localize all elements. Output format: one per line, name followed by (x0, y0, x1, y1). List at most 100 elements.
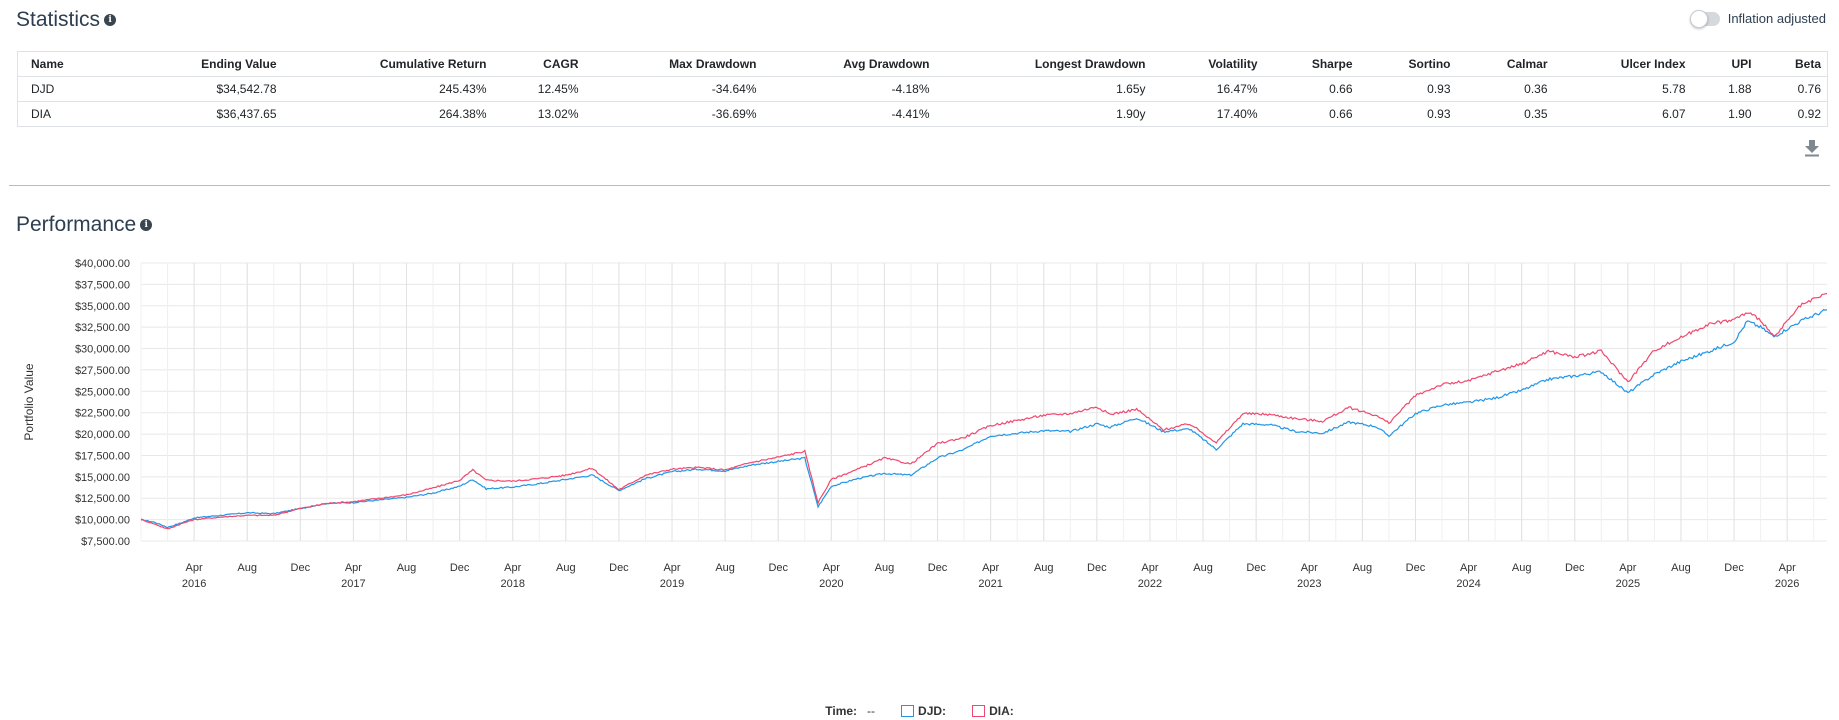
column-header[interactable]: Avg Drawdown (762, 51, 936, 77)
series-line-dia (140, 292, 1828, 530)
table-row: DJD $34,542.78 245.43% 12.45% -34.64% -4.18% 1… (17, 76, 1828, 102)
table-cell: 245.43% (282, 76, 493, 102)
table-cell: -4.41% (762, 101, 936, 127)
inflation-toggle[interactable] (1689, 9, 1720, 28)
legend-label-djd: DJD: (918, 704, 947, 718)
info-icon[interactable]: i (104, 14, 117, 26)
inflation-toggle-group: Inflation adjusted (1689, 9, 1826, 28)
statistics-title-text: Statistics (16, 8, 101, 31)
x-tick-label: Aug (1353, 562, 1373, 574)
y-tick-label: $37,500.00 (75, 279, 130, 291)
y-tick-label: $7,500.00 (81, 536, 130, 548)
x-tick-year: 2022 (1138, 578, 1162, 590)
column-header[interactable]: Ending Value (117, 51, 283, 77)
x-tick-label: Dec (1565, 562, 1585, 574)
x-tick-label: Apr (1301, 562, 1318, 574)
table-cell: DIA (17, 101, 118, 127)
column-header[interactable]: Name (17, 51, 118, 77)
performance-title-text: Performance (16, 213, 137, 236)
table-cell: 1.65y (935, 76, 1152, 102)
legend-time-label: Time: (825, 704, 858, 718)
download-icon[interactable] (1804, 139, 1820, 157)
x-tick-label: Apr (1619, 562, 1636, 574)
table-cell: $36,437.65 (117, 101, 283, 127)
x-tick-label: Dec (1406, 562, 1426, 574)
x-tick-label: Aug (1512, 562, 1532, 574)
x-tick-label: Apr (1141, 562, 1158, 574)
y-tick-label: $12,500.00 (75, 493, 130, 505)
table-cell: 17.40% (1151, 101, 1264, 127)
table-cell: 0.36 (1456, 76, 1554, 102)
column-header[interactable]: Cumulative Return (282, 51, 493, 77)
x-tick-label: Dec (291, 562, 311, 574)
x-tick-year: 2026 (1775, 578, 1799, 590)
x-tick-year: 2017 (341, 578, 365, 590)
x-tick-label: Apr (663, 562, 680, 574)
x-tick-label: Apr (186, 562, 203, 574)
series-line-djd (140, 308, 1828, 529)
x-tick-year: 2016 (182, 578, 206, 590)
y-tick-label: $35,000.00 (75, 301, 130, 313)
y-tick-label: $10,000.00 (75, 515, 130, 527)
table-cell: 16.47% (1151, 76, 1264, 102)
statistics-table: Name Ending Value Cumulative Return CAGR Max… (17, 51, 1828, 127)
x-tick-label: Dec (1087, 562, 1107, 574)
column-header[interactable]: Max Drawdown (584, 51, 763, 77)
column-header[interactable]: Volatility (1151, 51, 1264, 77)
legend-time: Time: -- (825, 704, 875, 718)
column-header[interactable]: UPI (1691, 51, 1758, 77)
x-tick-label: Aug (237, 562, 257, 574)
x-tick-label: Dec (928, 562, 948, 574)
table-cell: 0.92 (1757, 101, 1828, 127)
legend-item-dia[interactable]: DIA: (972, 704, 1014, 718)
x-tick-year: 2025 (1616, 578, 1640, 590)
table-row: DIA $36,437.65 264.38% 13.02% -36.69% -4.41% 1… (17, 101, 1828, 127)
table-cell: 5.78 (1553, 76, 1692, 102)
x-tick-year: 2021 (978, 578, 1002, 590)
x-tick-label: Aug (1193, 562, 1213, 574)
table-cell: 1.88 (1691, 76, 1758, 102)
x-tick-label: Apr (1460, 562, 1477, 574)
column-header[interactable]: Sharpe (1263, 51, 1359, 77)
column-header[interactable]: Longest Drawdown (935, 51, 1152, 77)
legend-item-djd[interactable]: DJD: (901, 704, 946, 718)
table-cell: 0.93 (1358, 101, 1457, 127)
column-header[interactable]: Ulcer Index (1553, 51, 1692, 77)
y-tick-label: $27,500.00 (75, 365, 130, 377)
x-tick-label: Aug (875, 562, 895, 574)
performance-chart[interactable]: $7,500.00 $10,000.00 $12,500.00 $15,000.00 $… (0, 240, 1839, 702)
legend-swatch-djd (901, 705, 915, 717)
x-tick-label: Apr (345, 562, 362, 574)
y-tick-label: $25,000.00 (75, 386, 130, 398)
table-cell: 0.66 (1263, 76, 1359, 102)
x-tick-year: 2024 (1456, 578, 1480, 590)
column-header[interactable]: CAGR (492, 51, 585, 77)
x-tick-label: Aug (715, 562, 735, 574)
table-cell: 12.45% (492, 76, 585, 102)
table-cell: 1.90y (935, 101, 1152, 127)
legend-swatch-dia (972, 705, 986, 717)
table-cell: -36.69% (584, 101, 763, 127)
x-tick-year: 2023 (1297, 578, 1321, 590)
table-cell: 264.38% (282, 101, 493, 127)
y-axis-label: Portfolio Value (22, 363, 36, 440)
x-tick-label: Apr (982, 562, 999, 574)
table-cell: 0.76 (1757, 76, 1828, 102)
table-cell: 6.07 (1553, 101, 1692, 127)
column-header[interactable]: Sortino (1358, 51, 1457, 77)
table-cell: -4.18% (762, 76, 936, 102)
x-tick-label: Apr (504, 562, 521, 574)
x-tick-label: Dec (1246, 562, 1266, 574)
y-tick-label: $17,500.00 (75, 450, 130, 462)
column-header[interactable]: Calmar (1456, 51, 1554, 77)
legend-time-value: -- (867, 704, 876, 718)
performance-title: Performance i (16, 213, 153, 237)
toggle-knob (1689, 9, 1708, 28)
x-tick-label: Aug (1671, 562, 1691, 574)
x-tick-label: Aug (556, 562, 576, 574)
x-tick-label: Apr (1779, 562, 1796, 574)
table-cell: DJD (17, 76, 118, 102)
info-icon[interactable]: i (140, 219, 153, 231)
column-header[interactable]: Beta (1757, 51, 1828, 77)
table-cell: 0.93 (1358, 76, 1457, 102)
